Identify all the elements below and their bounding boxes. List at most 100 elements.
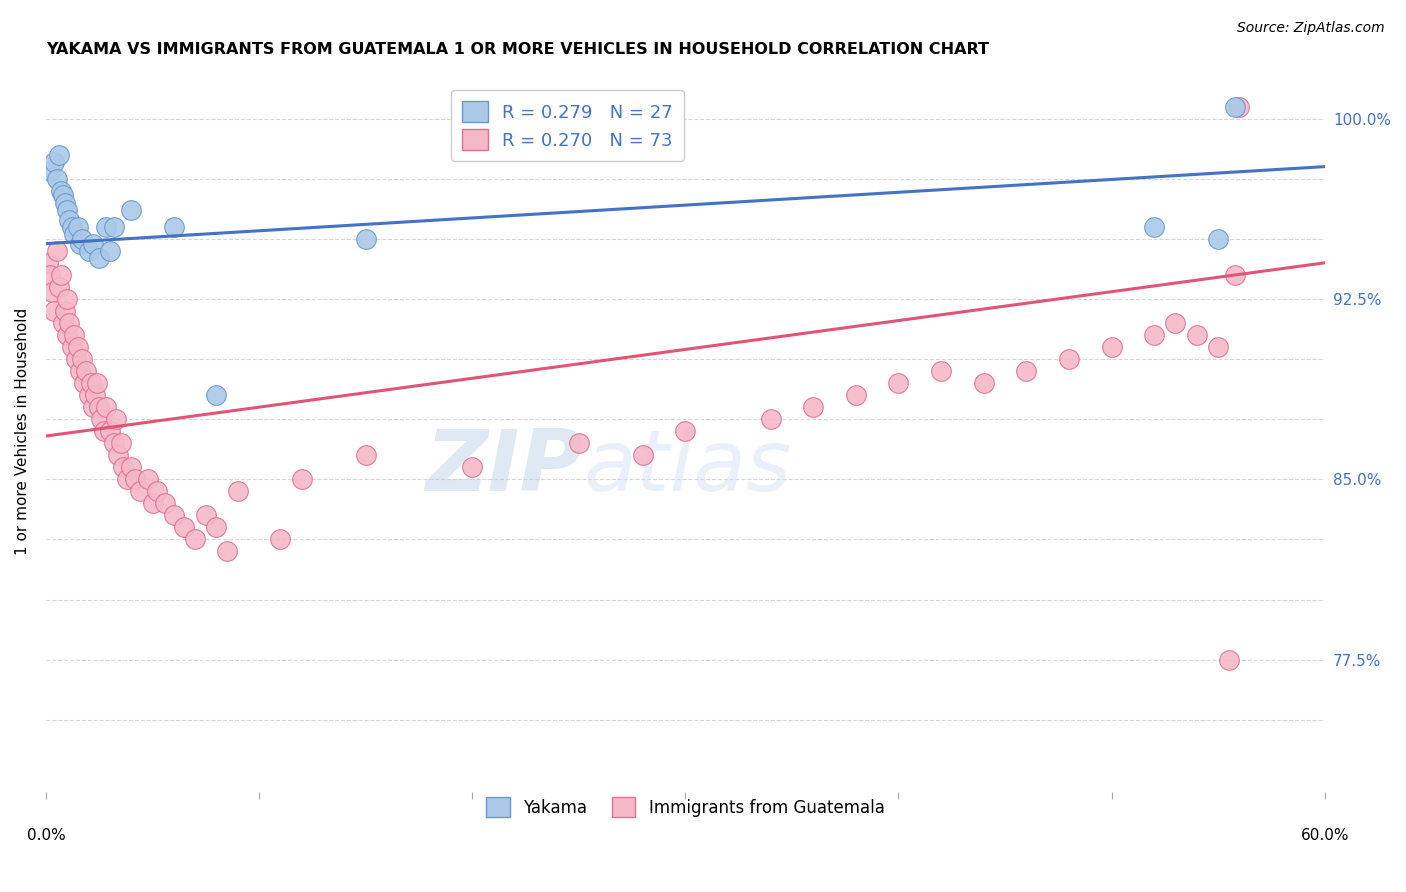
Point	[86, 376, 108, 390]
Point	[77, 388, 100, 402]
Point	[53, 304, 76, 318]
Point	[48, 147, 70, 161]
Point	[1101, 340, 1123, 354]
Point	[45, 171, 67, 186]
Point	[52, 188, 75, 202]
Point	[48, 280, 70, 294]
Point	[1223, 268, 1246, 282]
Point	[77, 244, 100, 258]
Point	[103, 436, 125, 450]
Point	[1164, 316, 1187, 330]
Point	[94, 400, 117, 414]
Point	[226, 484, 249, 499]
Point	[107, 448, 129, 462]
Point	[205, 520, 228, 534]
Point	[41, 285, 63, 299]
Point	[128, 484, 150, 499]
Point	[120, 460, 142, 475]
Point	[205, 388, 228, 402]
Point	[82, 400, 104, 414]
Point	[90, 412, 112, 426]
Point	[845, 388, 868, 402]
Text: YAKAMA VS IMMIGRANTS FROM GUATEMALA 1 OR MORE VEHICLES IN HOUSEHOLD CORRELATION : YAKAMA VS IMMIGRANTS FROM GUATEMALA 1 OR…	[46, 42, 988, 57]
Point	[1015, 364, 1038, 378]
Point	[110, 436, 132, 450]
Point	[1057, 352, 1080, 367]
Point	[1206, 340, 1229, 354]
Point	[56, 292, 79, 306]
Point	[1218, 653, 1240, 667]
Point	[44, 304, 66, 318]
Point	[1185, 328, 1208, 343]
Point	[69, 236, 91, 251]
Point	[1223, 99, 1246, 113]
Point	[89, 400, 111, 414]
Point	[173, 520, 195, 534]
Point	[269, 533, 291, 547]
Point	[103, 219, 125, 234]
Point	[37, 256, 59, 270]
Point	[60, 219, 83, 234]
Point	[673, 424, 696, 438]
Point	[184, 533, 207, 547]
Point	[75, 364, 97, 378]
Point	[98, 424, 121, 438]
Point	[94, 219, 117, 234]
Point	[56, 202, 79, 217]
Point	[163, 508, 186, 523]
Point	[291, 472, 314, 486]
Point	[146, 484, 169, 499]
Point	[111, 460, 134, 475]
Point	[70, 352, 93, 367]
Text: 60.0%: 60.0%	[1301, 828, 1348, 843]
Point	[53, 195, 76, 210]
Point	[66, 219, 89, 234]
Point	[49, 268, 72, 282]
Point	[39, 268, 62, 282]
Point	[56, 328, 79, 343]
Point	[73, 376, 96, 390]
Point	[155, 496, 177, 510]
Point	[163, 219, 186, 234]
Point	[80, 376, 103, 390]
Point	[39, 164, 62, 178]
Point	[89, 251, 111, 265]
Legend: Yakama, Immigrants from Guatemala: Yakama, Immigrants from Guatemala	[479, 790, 891, 823]
Point	[124, 472, 146, 486]
Point	[58, 212, 80, 227]
Point	[69, 364, 91, 378]
Point	[217, 544, 239, 558]
Point	[49, 184, 72, 198]
Point	[1206, 232, 1229, 246]
Point	[194, 508, 217, 523]
Point	[115, 472, 138, 486]
Point	[1143, 219, 1166, 234]
Point	[759, 412, 782, 426]
Point	[93, 424, 115, 438]
Point	[44, 154, 66, 169]
Y-axis label: 1 or more Vehicles in Household: 1 or more Vehicles in Household	[15, 308, 30, 555]
Point	[58, 316, 80, 330]
Point	[62, 227, 84, 241]
Point	[929, 364, 952, 378]
Text: ZIP: ZIP	[426, 425, 583, 508]
Point	[141, 496, 163, 510]
Point	[801, 400, 824, 414]
Point	[120, 202, 142, 217]
Point	[461, 460, 484, 475]
Point	[62, 328, 84, 343]
Point	[82, 236, 104, 251]
Point	[973, 376, 995, 390]
Point	[66, 340, 89, 354]
Point	[354, 448, 377, 462]
Text: atlas: atlas	[583, 425, 792, 508]
Text: Source: ZipAtlas.com: Source: ZipAtlas.com	[1237, 21, 1385, 35]
Point	[631, 448, 654, 462]
Point	[84, 388, 107, 402]
Point	[1143, 328, 1166, 343]
Point	[65, 352, 87, 367]
Point	[98, 244, 121, 258]
Point	[136, 472, 159, 486]
Point	[568, 436, 591, 450]
Point	[354, 232, 377, 246]
